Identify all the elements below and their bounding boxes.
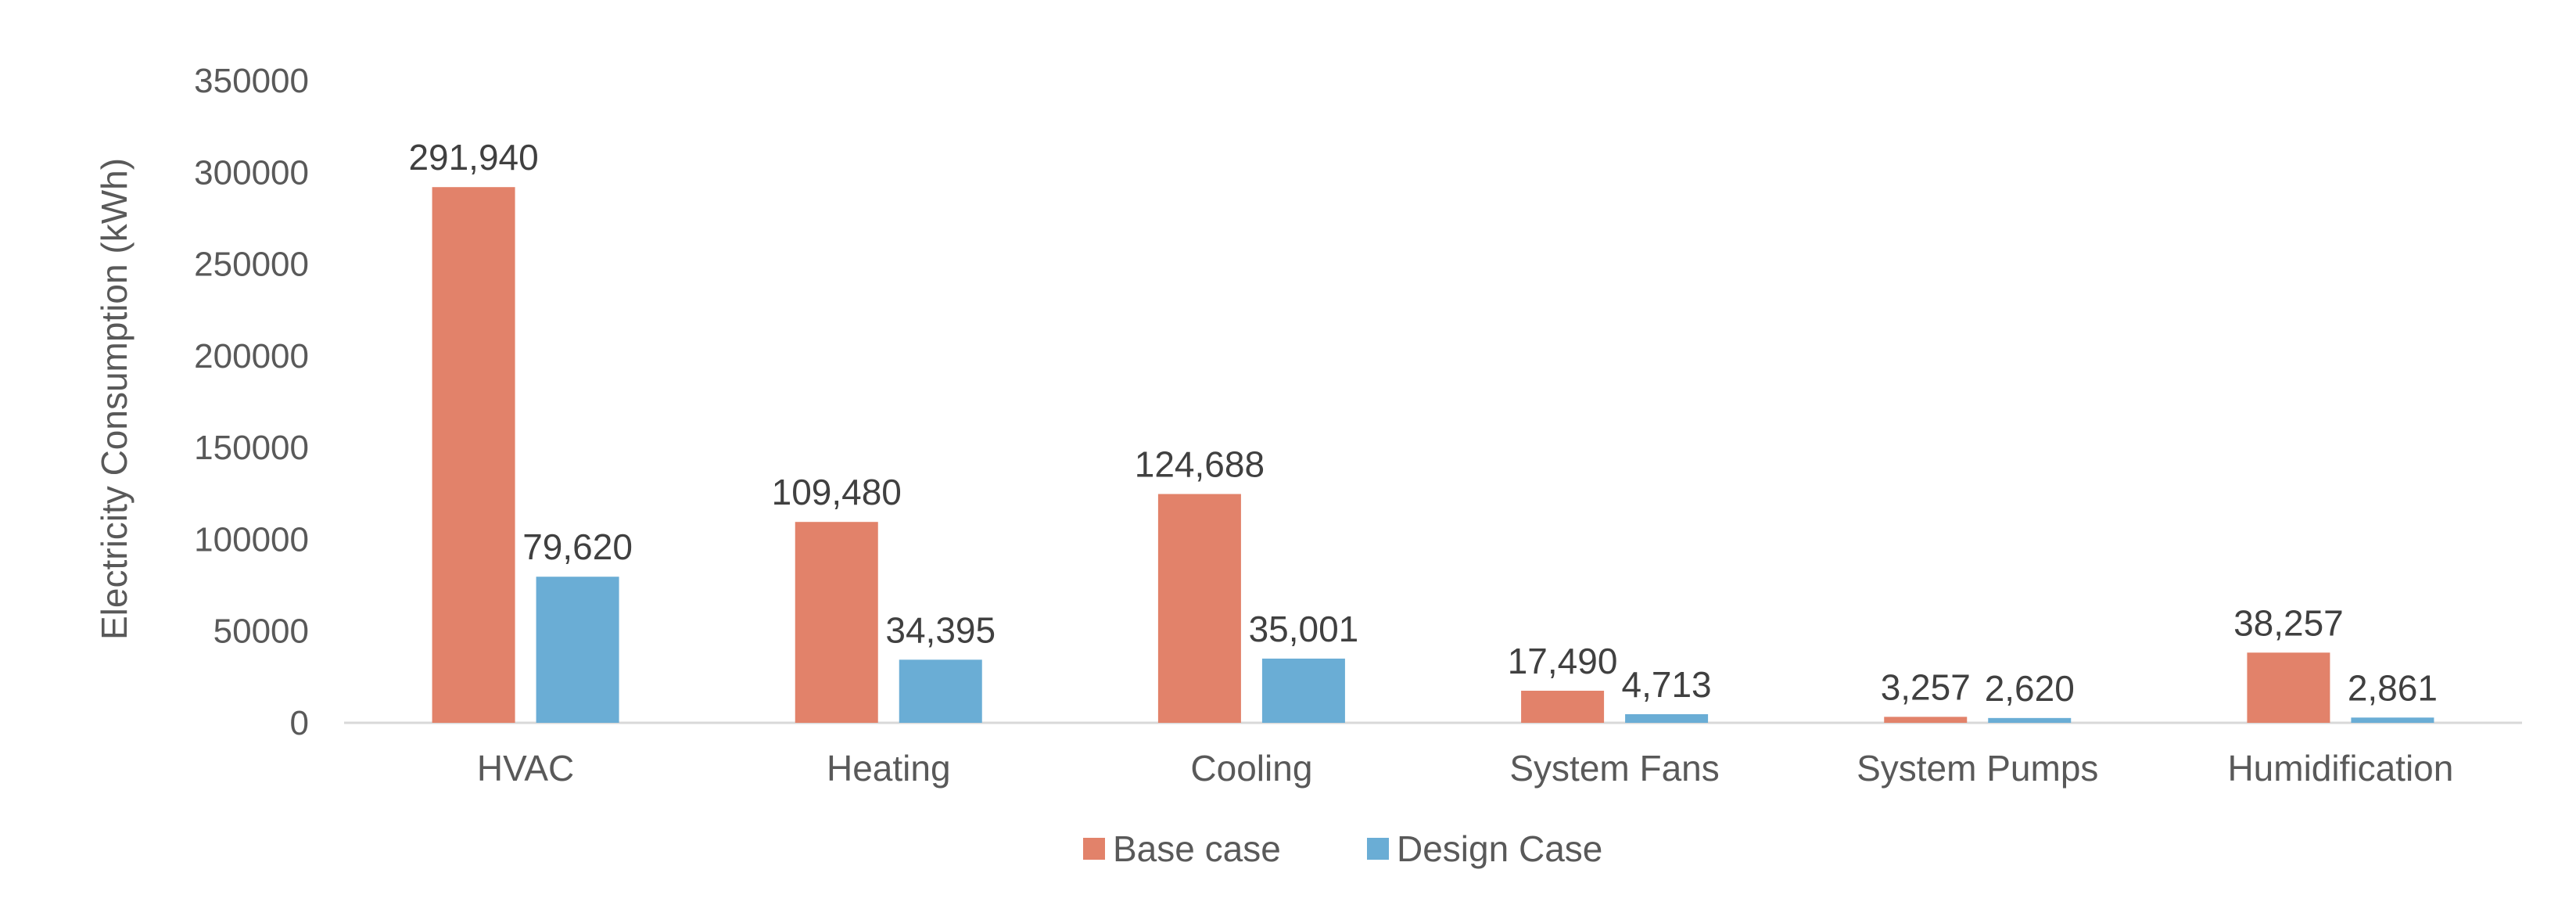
data-label: 291,940 bbox=[408, 137, 538, 178]
data-label: 35,001 bbox=[1249, 609, 1359, 649]
bar-design-case bbox=[536, 577, 619, 723]
data-label: 34,395 bbox=[885, 609, 996, 650]
y-tick-label: 50000 bbox=[213, 613, 309, 651]
y-axis-ticks: 0 50000 100000 150000 200000 250000 300000 3500… bbox=[194, 62, 309, 742]
bar-design-case bbox=[1988, 717, 2072, 723]
data-label: 2,861 bbox=[2348, 667, 2438, 708]
legend: Base case Design Case bbox=[1083, 828, 1602, 869]
data-label: 17,490 bbox=[1508, 641, 1618, 681]
x-category-label: Heating bbox=[827, 748, 951, 789]
bar-base-case bbox=[2247, 652, 2330, 723]
bar-design-case bbox=[2351, 717, 2434, 723]
y-tick-label: 300000 bbox=[194, 153, 309, 192]
x-category-label: System Pumps bbox=[1857, 748, 2098, 789]
y-tick-label: 200000 bbox=[194, 337, 309, 375]
y-tick-label: 250000 bbox=[194, 246, 309, 284]
y-tick-label: 150000 bbox=[194, 429, 309, 467]
y-tick-label: 100000 bbox=[194, 520, 309, 559]
legend-swatch bbox=[1083, 838, 1105, 860]
data-label: 79,620 bbox=[522, 526, 633, 567]
bar-base-case bbox=[795, 522, 878, 723]
x-category-label: Humidification bbox=[2227, 748, 2453, 789]
bar-base-case bbox=[1521, 690, 1605, 723]
y-tick-label: 350000 bbox=[194, 62, 309, 100]
data-label: 4,713 bbox=[1622, 664, 1712, 705]
data-label: 38,257 bbox=[2233, 602, 2344, 643]
x-category-label: HVAC bbox=[477, 748, 574, 789]
bars-group bbox=[432, 187, 2434, 724]
bar-design-case bbox=[1625, 713, 1709, 723]
bar-base-case bbox=[1884, 717, 1968, 723]
x-category-label: Cooling bbox=[1190, 748, 1312, 789]
data-label: 3,257 bbox=[1881, 666, 1971, 707]
data-label: 109,480 bbox=[772, 472, 902, 512]
x-axis-category-labels: HVAC Heating Cooling System Fans System Pump… bbox=[477, 748, 2453, 789]
y-tick-label: 0 bbox=[290, 704, 309, 742]
bar-base-case bbox=[1157, 494, 1241, 723]
bar-design-case bbox=[899, 659, 982, 723]
data-label: 124,688 bbox=[1135, 444, 1265, 485]
legend-label: Design Case bbox=[1397, 828, 1602, 869]
data-label: 2,620 bbox=[1985, 668, 2075, 709]
bar-design-case bbox=[1261, 658, 1345, 723]
y-axis-title: Electricity Consumption (kWh) bbox=[94, 158, 135, 640]
legend-label: Base case bbox=[1113, 828, 1281, 869]
x-category-label: System Fans bbox=[1509, 748, 1719, 789]
legend-swatch bbox=[1367, 838, 1389, 860]
bar-base-case bbox=[432, 187, 515, 724]
data-labels-group: 291,940 79,620 109,480 34,395 124,688 35,001 1… bbox=[408, 137, 2438, 709]
